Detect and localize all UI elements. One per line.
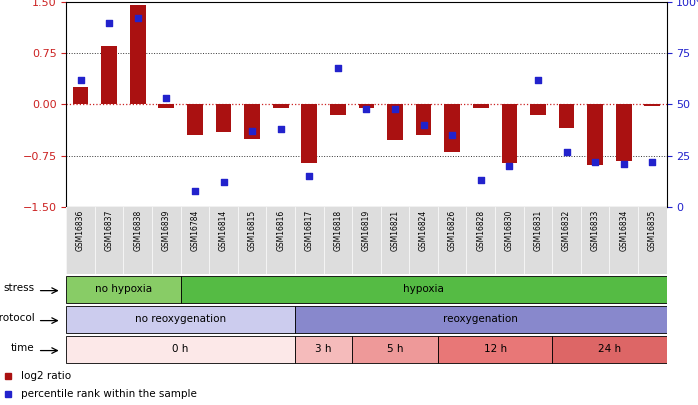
FancyBboxPatch shape — [181, 276, 667, 303]
FancyBboxPatch shape — [66, 207, 667, 274]
FancyBboxPatch shape — [66, 306, 295, 333]
Text: GSM16837: GSM16837 — [105, 210, 114, 251]
Text: stress: stress — [3, 283, 35, 293]
Bar — [273, 104, 288, 108]
FancyBboxPatch shape — [438, 336, 552, 362]
Bar — [158, 104, 174, 108]
Text: 12 h: 12 h — [484, 344, 507, 354]
Text: GSM16784: GSM16784 — [191, 210, 200, 251]
Bar — [587, 104, 603, 164]
Text: GSM16824: GSM16824 — [419, 210, 428, 251]
FancyBboxPatch shape — [295, 336, 352, 362]
Text: GSM16817: GSM16817 — [305, 210, 314, 251]
Bar — [216, 104, 231, 132]
Text: GSM16828: GSM16828 — [476, 210, 485, 251]
Point — [218, 179, 229, 185]
Point — [533, 77, 544, 83]
Point — [647, 159, 658, 165]
Bar — [416, 104, 431, 135]
Point — [75, 77, 86, 83]
Point — [590, 159, 601, 165]
Text: GSM16819: GSM16819 — [362, 210, 371, 251]
Point — [304, 173, 315, 179]
Text: GSM16835: GSM16835 — [648, 210, 657, 251]
Point — [189, 188, 200, 194]
Bar — [616, 104, 632, 160]
Point — [504, 163, 515, 169]
FancyBboxPatch shape — [66, 336, 295, 362]
Text: GSM16818: GSM16818 — [334, 210, 342, 251]
Bar — [558, 104, 574, 128]
Bar — [130, 5, 146, 104]
Text: GSM16814: GSM16814 — [219, 210, 228, 251]
Text: GSM16821: GSM16821 — [391, 210, 399, 251]
Point — [389, 105, 401, 112]
Text: GSM16816: GSM16816 — [276, 210, 285, 251]
Text: GSM16832: GSM16832 — [562, 210, 571, 251]
Text: GSM16831: GSM16831 — [533, 210, 542, 251]
Text: GSM16836: GSM16836 — [76, 210, 85, 251]
Text: GSM16826: GSM16826 — [447, 210, 456, 251]
Bar — [473, 104, 489, 108]
Bar — [387, 104, 403, 140]
Text: 24 h: 24 h — [598, 344, 621, 354]
Point — [332, 64, 343, 71]
Text: percentile rank within the sample: percentile rank within the sample — [21, 389, 197, 399]
Text: 0 h: 0 h — [172, 344, 189, 354]
Point — [618, 161, 630, 167]
Bar — [445, 104, 460, 152]
Text: time: time — [11, 343, 35, 353]
Point — [475, 177, 487, 183]
Text: log2 ratio: log2 ratio — [21, 371, 71, 381]
FancyBboxPatch shape — [552, 336, 667, 362]
Bar — [330, 104, 346, 115]
Text: no hypoxia: no hypoxia — [95, 284, 152, 294]
FancyBboxPatch shape — [66, 276, 181, 303]
Bar — [101, 47, 117, 104]
FancyBboxPatch shape — [295, 306, 667, 333]
Bar — [244, 104, 260, 139]
Point — [132, 15, 143, 21]
Point — [447, 132, 458, 139]
Bar — [359, 104, 374, 108]
Point — [246, 128, 258, 134]
Text: GSM16839: GSM16839 — [162, 210, 171, 251]
Bar — [73, 87, 89, 104]
Text: GSM16834: GSM16834 — [619, 210, 628, 251]
Bar — [501, 104, 517, 162]
Point — [361, 105, 372, 112]
Text: 3 h: 3 h — [315, 344, 332, 354]
Bar — [302, 104, 317, 162]
Point — [418, 122, 429, 128]
Text: no reoxygenation: no reoxygenation — [135, 314, 226, 324]
Point — [103, 19, 114, 26]
Text: GSM16815: GSM16815 — [248, 210, 257, 251]
Text: GSM16833: GSM16833 — [591, 210, 600, 251]
Text: GSM16838: GSM16838 — [133, 210, 142, 251]
Point — [161, 95, 172, 102]
Point — [275, 126, 286, 132]
Text: hypoxia: hypoxia — [403, 284, 444, 294]
Text: GSM16830: GSM16830 — [505, 210, 514, 251]
Point — [561, 148, 572, 155]
Bar — [530, 104, 546, 115]
Text: 5 h: 5 h — [387, 344, 403, 354]
Text: GDS1968 / 22867: GDS1968 / 22867 — [66, 0, 184, 1]
Text: protocol: protocol — [0, 313, 35, 323]
Text: reoxygenation: reoxygenation — [443, 314, 518, 324]
FancyBboxPatch shape — [352, 336, 438, 362]
Bar — [187, 104, 203, 135]
Bar — [644, 104, 660, 106]
